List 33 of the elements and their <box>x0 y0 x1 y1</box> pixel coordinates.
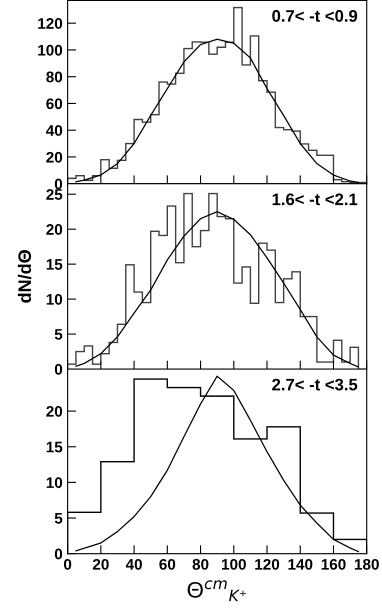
y-tick-label: 120 <box>38 18 62 29</box>
y-tick-label: 100 <box>38 44 62 56</box>
y-tick-label: 20 <box>46 224 62 235</box>
y-tick-label: 60 <box>46 98 62 110</box>
y-tick-label: 15 <box>46 442 62 452</box>
x-tick-label: 80 <box>192 558 208 570</box>
annotation: 0.7< -t <0.9 <box>272 10 358 22</box>
y-tick-label: 10 <box>46 477 62 488</box>
y-tick-label: 20 <box>46 152 62 163</box>
y-tick-label: 0 <box>54 178 62 190</box>
x-tick-label: 140 <box>288 558 312 570</box>
y-tick-label: 5 <box>54 513 62 524</box>
y-tick-label: 10 <box>46 294 62 305</box>
y-tick-label: 0 <box>54 548 62 560</box>
x-tick-label: 120 <box>255 558 280 570</box>
y-tick-label: 15 <box>46 259 62 270</box>
annotation: 2.7< -t <3.5 <box>272 378 358 391</box>
y-tick-label: 20 <box>46 406 62 417</box>
y-tick-label: 0 <box>54 364 62 375</box>
x-axis-title: Θ$^{cm}$$_{K⁺}$ <box>188 580 246 602</box>
y-tick-label: 40 <box>46 125 62 136</box>
x-tick-label: 160 <box>322 558 346 570</box>
y-axis-title: dN/dΘ <box>18 250 32 303</box>
y-tick-label: 80 <box>46 72 62 82</box>
x-tick-label: 20 <box>92 558 109 570</box>
annotation: 1.6< -t <2.1 <box>272 193 358 206</box>
x-tick-label: 40 <box>126 558 142 570</box>
x-tick-label: 60 <box>159 558 176 570</box>
y-tick-label: 25 <box>46 189 62 200</box>
x-tick-label: 100 <box>222 558 246 570</box>
x-tick-label: 0 <box>64 558 72 570</box>
x-tick-label: 180 <box>354 558 379 570</box>
y-tick-label: 5 <box>54 329 62 340</box>
